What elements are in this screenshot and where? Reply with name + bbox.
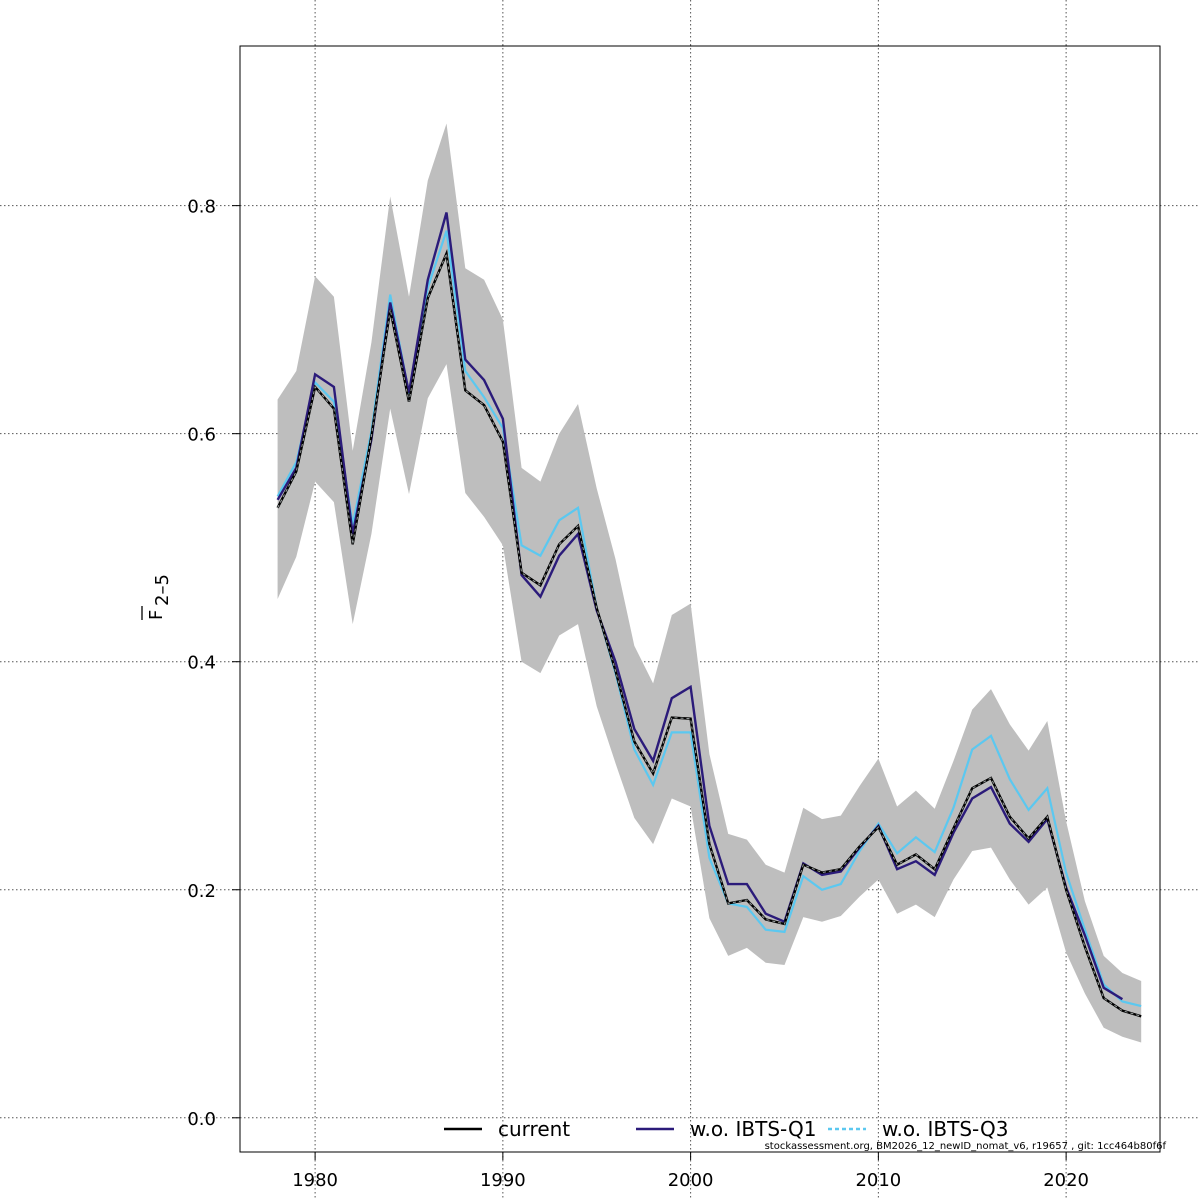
y-axis-label: F 2–5 xyxy=(141,574,173,620)
confidence-band-layer xyxy=(277,123,1142,1043)
y-axis-label-sub: 2–5 xyxy=(152,574,173,606)
legend: current w.o. IBTS-Q1 w.o. IBTS-Q3 xyxy=(444,1117,1008,1141)
x-tick-label-2000: 2000 xyxy=(668,1170,714,1191)
series-line-current xyxy=(276,248,1142,1018)
plot-frame xyxy=(239,45,1161,1153)
x-tick-label-2010: 2010 xyxy=(855,1170,901,1191)
y-tick-label-0.4: 0.4 xyxy=(187,653,216,674)
axis-layer: 1980 1990 2000 2010 2020 0.0 0.2 0.4 0.6 0.8 xyxy=(187,197,1089,1191)
legend-label-current: current xyxy=(498,1117,570,1141)
footnote: stockassessment.org, BM2026_12_newID_nom… xyxy=(765,1141,1167,1152)
x-tick-label-1990: 1990 xyxy=(480,1170,526,1191)
y-axis-label-main: F xyxy=(146,610,167,620)
x-tick-label-2020: 2020 xyxy=(1043,1170,1089,1191)
y-tick-label-0.8: 0.8 xyxy=(187,197,216,218)
series-layer xyxy=(276,212,1142,1018)
y-tick-label-0.6: 0.6 xyxy=(187,425,216,446)
x-tick-label-1980: 1980 xyxy=(292,1170,338,1191)
legend-label-w-o-ibts-q1: w.o. IBTS-Q1 xyxy=(690,1117,816,1141)
y-tick-label-0.2: 0.2 xyxy=(187,881,216,902)
series-line-wo-ibts-q1 xyxy=(276,212,1124,1001)
y-tick-label-0.0: 0.0 xyxy=(187,1109,216,1130)
confidence-band xyxy=(277,123,1142,1043)
legend-label-w-o-ibts-q3: w.o. IBTS-Q3 xyxy=(882,1117,1008,1141)
